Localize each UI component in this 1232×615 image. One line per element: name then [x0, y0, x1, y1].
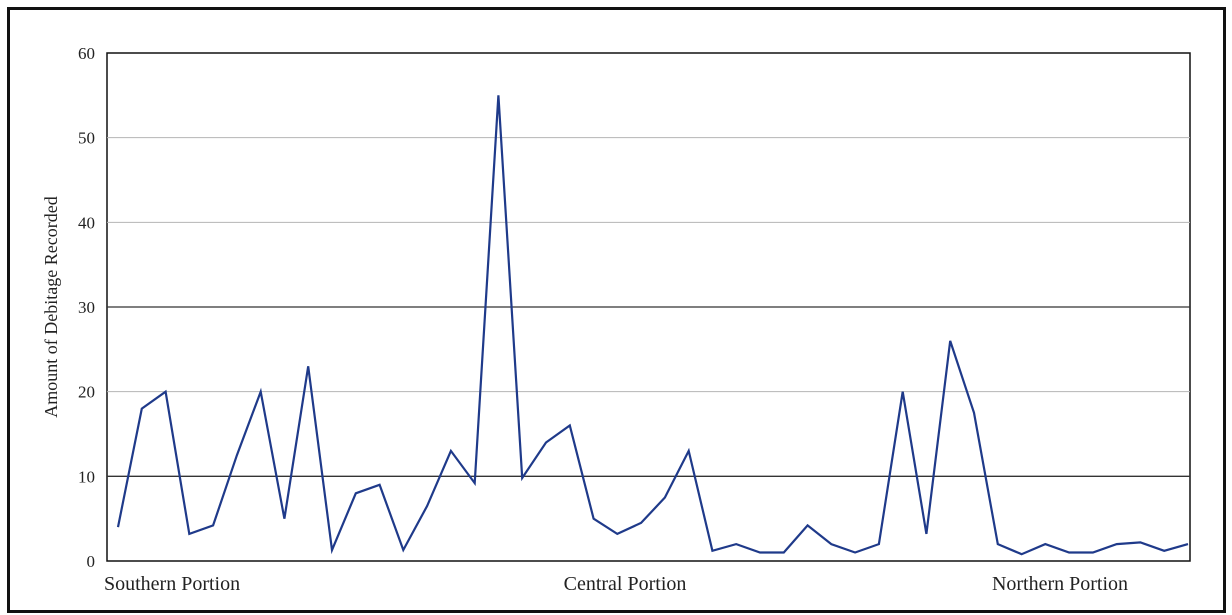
series-line-0	[116, 95, 1189, 556]
series-group	[116, 95, 1189, 556]
y-tick-label: 60	[78, 44, 95, 63]
y-tick-label: 0	[87, 552, 96, 571]
y-tick-label: 30	[78, 298, 95, 317]
y-tick-label: 50	[78, 129, 95, 148]
x-category-label: Southern Portion	[104, 573, 240, 595]
x-category-labels: Southern Portion Central Portion Northern …	[104, 573, 1128, 595]
grid-lines	[107, 137, 1190, 477]
y-axis-ticks: 0 10 20 30 40 50 60	[78, 44, 95, 571]
y-tick-label: 40	[78, 213, 95, 232]
y-axis-title: Amount of Debitage Recorded	[41, 196, 61, 417]
y-tick-label: 10	[78, 467, 95, 486]
x-category-label: Northern Portion	[992, 573, 1128, 595]
x-category-label: Central Portion	[564, 573, 687, 595]
y-tick-label: 20	[78, 383, 95, 402]
